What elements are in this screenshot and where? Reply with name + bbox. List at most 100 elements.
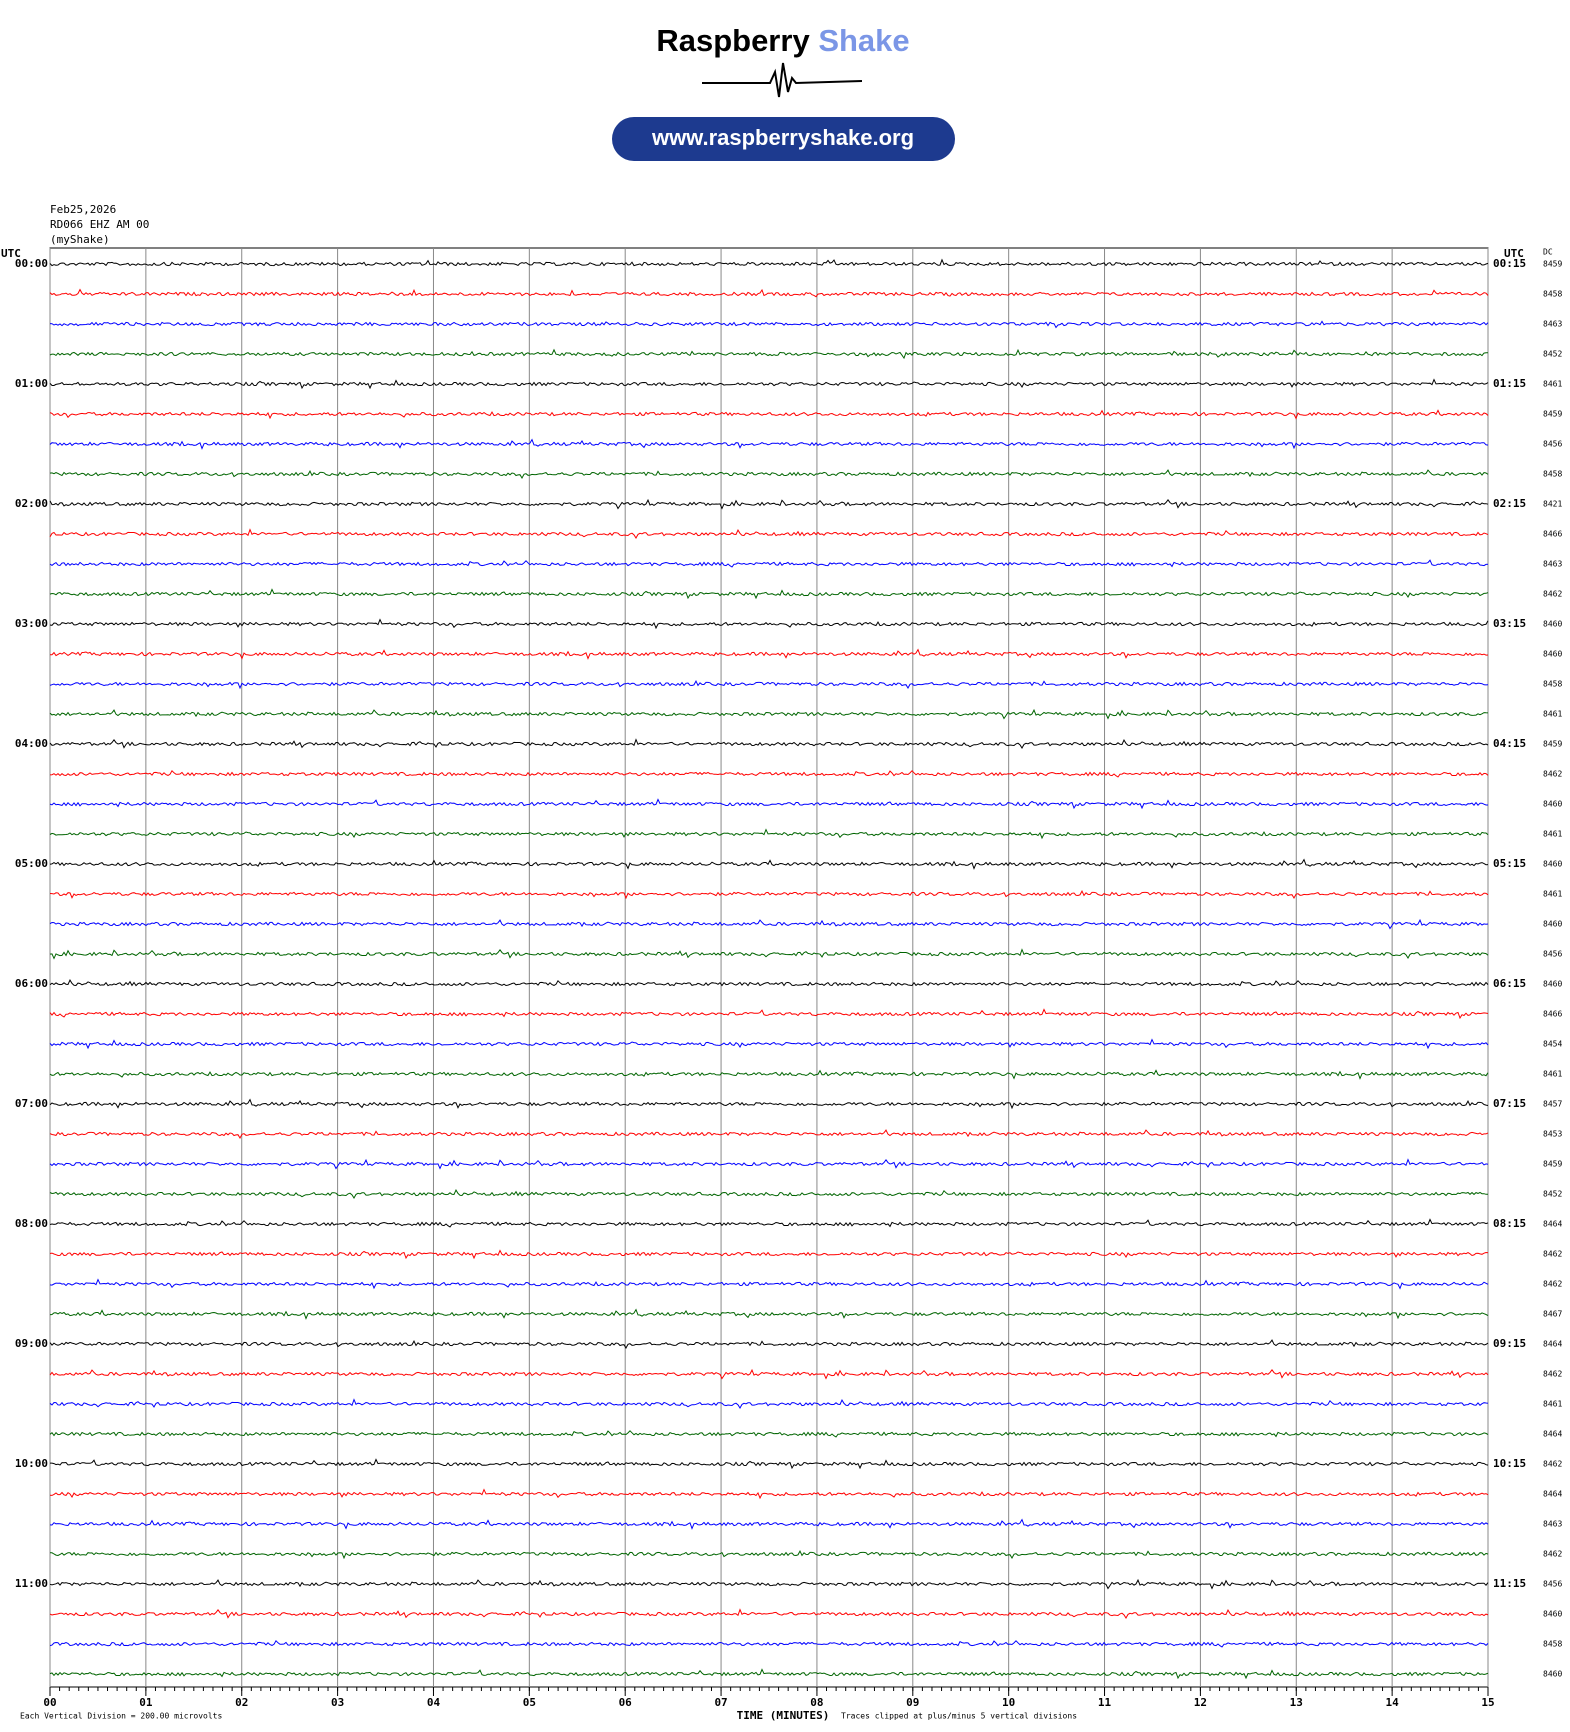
trace	[49, 1158, 1489, 1170]
dc-value: 8458	[1543, 1640, 1562, 1649]
dc-value: 8460	[1543, 620, 1562, 629]
dc-value: 8466	[1543, 530, 1562, 539]
dc-value: 8459	[1543, 740, 1562, 749]
row-time-label: 07:00	[15, 1097, 48, 1110]
station: RD066 EHZ AM 00	[50, 218, 149, 231]
dc-value: 8456	[1543, 1580, 1562, 1589]
dc-value: 8462	[1543, 590, 1562, 599]
url[interactable]: www.raspberryshake.org	[651, 125, 914, 150]
row-time-label: 02:15	[1493, 497, 1526, 510]
x-tick-label: 09	[906, 1696, 919, 1709]
trace	[49, 918, 1489, 930]
trace	[49, 1098, 1489, 1110]
dc-value: 8462	[1543, 1250, 1562, 1259]
trace	[49, 1339, 1489, 1350]
x-tick-label: 03	[331, 1696, 344, 1709]
trace	[49, 1430, 1489, 1438]
row-time-label: 07:15	[1493, 1097, 1526, 1110]
trace	[49, 1488, 1489, 1500]
dc-value: 8461	[1543, 830, 1562, 839]
row-time-label: 00:00	[15, 257, 48, 270]
axis-title: UTC	[1, 247, 21, 260]
dc-value: 8462	[1543, 1460, 1562, 1469]
row-time-label: 10:15	[1493, 1457, 1526, 1470]
trace	[49, 798, 1488, 810]
logo-wave	[702, 62, 863, 98]
dc-value: 8466	[1543, 1010, 1562, 1019]
dc-value: 8460	[1543, 800, 1562, 809]
source: (myShake)	[50, 233, 110, 246]
trace	[49, 1038, 1489, 1050]
row-time-label: 02:00	[15, 497, 48, 510]
trace	[49, 1189, 1489, 1199]
axis-title: UTC	[1504, 247, 1524, 260]
trace	[49, 1549, 1489, 1560]
dc-value: 8456	[1543, 950, 1562, 959]
row-time-label: 08:15	[1493, 1217, 1526, 1230]
trace	[49, 738, 1489, 749]
dc-value: 8461	[1543, 890, 1562, 899]
row-time-label: 01:00	[15, 377, 48, 390]
x-tick-label: 08	[810, 1696, 823, 1709]
dc-value: 8458	[1543, 470, 1562, 479]
trace	[49, 679, 1489, 690]
trace	[49, 438, 1489, 450]
date: Feb25,2026	[50, 203, 116, 216]
row-time-label: 03:15	[1493, 617, 1526, 630]
plot-frame	[49, 247, 1489, 1688]
x-tick-label: 06	[619, 1696, 633, 1709]
dc-value: 8461	[1543, 380, 1562, 389]
url-pill[interactable]	[612, 117, 955, 161]
x-tick-label: 05	[523, 1696, 536, 1709]
row-time-label: 06:00	[15, 977, 48, 990]
x-tick-label: 01	[139, 1696, 153, 1709]
row-time-label: 06:15	[1493, 977, 1526, 990]
trace	[49, 1278, 1489, 1290]
dc-value: 8463	[1543, 320, 1562, 329]
logo-word: Shake	[818, 23, 909, 58]
logo: Raspberry Shake	[656, 23, 909, 58]
trace	[49, 1008, 1489, 1020]
trace	[49, 1308, 1489, 1320]
x-axis-label: TIME (MINUTES)	[737, 1709, 830, 1722]
dc-value: 8460	[1543, 1610, 1562, 1619]
trace	[49, 1639, 1489, 1648]
dc-value: 8467	[1543, 1310, 1562, 1319]
trace	[49, 1578, 1489, 1590]
trace	[49, 378, 1489, 390]
dc-value: 8457	[1543, 1100, 1562, 1109]
dc-value: 8462	[1543, 1370, 1562, 1379]
row-time-label: 11:00	[15, 1577, 48, 1590]
trace	[49, 1668, 1489, 1680]
trace	[49, 498, 1489, 510]
row-time-label: 00:15	[1493, 257, 1526, 270]
x-tick-label: 07	[714, 1696, 727, 1709]
dc-value: 8464	[1543, 1220, 1562, 1229]
row-time-label: 01:15	[1493, 377, 1526, 390]
trace	[49, 889, 1489, 900]
trace	[49, 528, 1489, 539]
row-time-label: 03:00	[15, 617, 48, 630]
x-tick-label: 14	[1386, 1696, 1400, 1709]
trace	[49, 1129, 1489, 1140]
trace	[49, 1608, 1489, 1619]
trace	[50, 648, 1489, 660]
row-time-label: 10:00	[15, 1457, 48, 1470]
trace	[49, 828, 1489, 840]
trace	[49, 769, 1489, 778]
trace	[49, 1249, 1489, 1260]
dc-value: 8452	[1543, 1190, 1562, 1199]
dc-value: 8461	[1543, 1400, 1562, 1409]
x-tick-label: 13	[1290, 1696, 1303, 1709]
dc-value: 8458	[1543, 680, 1562, 689]
dc-value: 8463	[1543, 560, 1562, 569]
row-time-label: 09:00	[15, 1337, 48, 1350]
trace	[49, 588, 1489, 600]
trace	[49, 858, 1489, 870]
trace	[49, 948, 1489, 960]
trace	[49, 1368, 1489, 1380]
trace	[49, 559, 1489, 568]
dc-value: 8459	[1543, 410, 1562, 419]
x-tick-label: 04	[427, 1696, 441, 1709]
dc-value: 8459	[1543, 1160, 1562, 1169]
